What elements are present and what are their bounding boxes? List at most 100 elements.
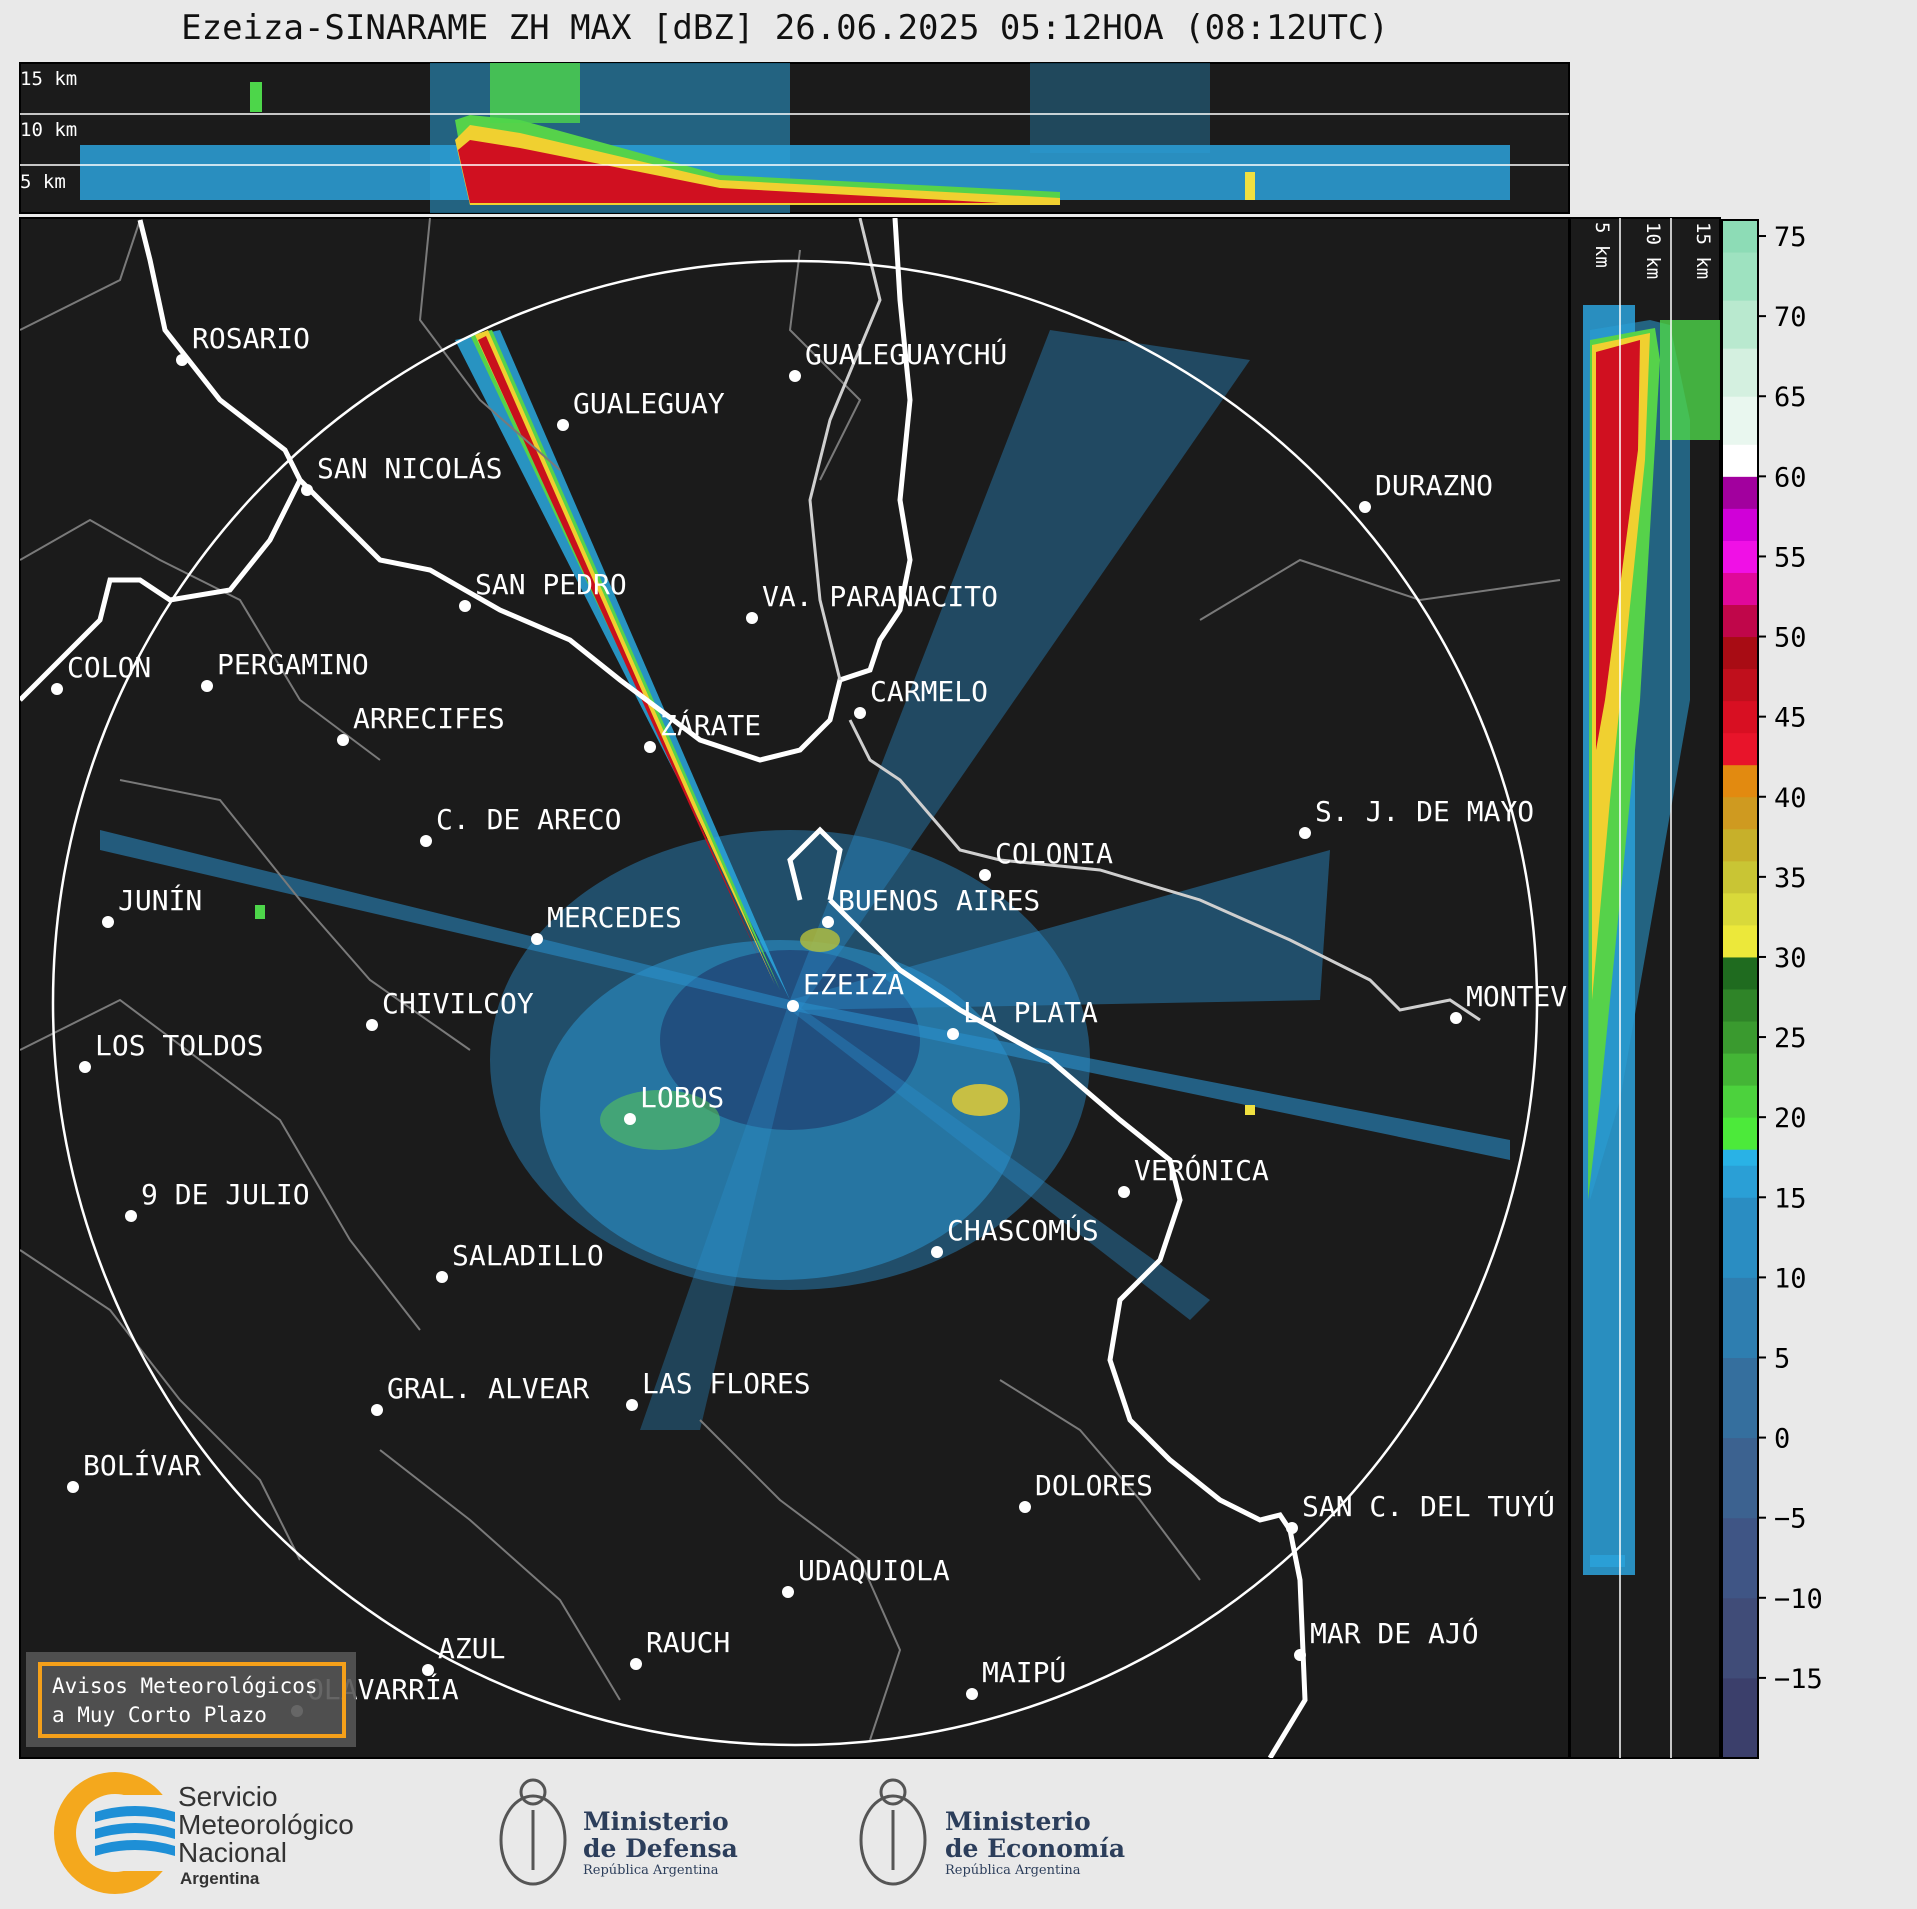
city-label: SALADILLO [452,1239,604,1272]
colorbar-segment [1722,1277,1758,1358]
city-gualeguay: GUALEGUAY [557,387,725,431]
city-los-toldos: LOS TOLDOS [79,1029,264,1073]
city-label: CHASCOMÚS [947,1213,1099,1247]
city-chascom-s: CHASCOMÚS [931,1213,1099,1258]
city-san-pedro: SAN PEDRO [459,568,627,612]
defensa-line-3: República Argentina [583,1863,719,1878]
city-marker-icon [1450,1012,1462,1024]
city-label: MAR DE AJÓ [1310,1616,1479,1650]
coat-of-arms-icon [859,1794,927,1886]
city-marker-icon [366,1019,378,1031]
city-pergamino: PERGAMINO [201,648,369,692]
colorbar-tick-label: 20 [1774,1103,1807,1134]
city-las-flores: LAS FLORES [626,1367,811,1411]
colorbar-segment [1722,1149,1758,1166]
city-label: SAN PEDRO [475,568,627,601]
city-label: MAIPÚ [982,1655,1066,1689]
economia-line-1: Ministerio [945,1807,1091,1836]
city-label: DOLORES [1035,1469,1153,1502]
city-marker-icon [1359,501,1371,513]
colorbar-tick-label: 5 [1774,1343,1790,1374]
city-label: COLON [67,651,151,684]
colorbar-segment [1722,796,1758,830]
city-marker-icon [782,1586,794,1598]
city-marker-icon [436,1271,448,1283]
city-label: ZÁRATE [660,708,761,742]
city-marker-icon [125,1210,137,1222]
warning-line-2: a Muy Corto Plazo [52,1703,267,1727]
warning-line-1: Avisos Meteorológicos [52,1674,318,1698]
colorbar-segment [1722,732,1758,766]
ministerio-economia-logo: Ministerio de Economía República Argenti… [859,1778,1125,1886]
colorbar-tick-label: −5 [1774,1504,1807,1535]
colorbar-segment [1722,1437,1758,1519]
city-ver-nica: VERÓNICA [1118,1153,1269,1198]
city-chivilcoy: CHIVILCOY [366,987,534,1031]
range-ring [51,259,1539,1747]
colorbar-segment [1722,444,1758,477]
city-marker-icon [1118,1186,1130,1198]
city-marker-icon [67,1481,79,1493]
city-rosario: ROSARIO [176,322,310,366]
city-label: COLONIA [995,837,1113,870]
colorbar-tick-label: 10 [1774,1263,1807,1294]
radar-figure: 15 km 10 km 5 km [19,62,1823,1759]
city-bol-var: BOLÍVAR [67,1448,201,1493]
city-z-rate: ZÁRATE [644,708,761,753]
colorbar-segment [1722,636,1758,670]
city-marker-icon [557,419,569,431]
city-label: GRAL. ALVEAR [387,1372,589,1405]
smn-line-2: Meteorológico [178,1809,354,1840]
city-azul: AZUL [422,1632,505,1676]
colorbar-segment [1722,1677,1758,1759]
city-marker-icon [789,370,801,382]
city-9-de-julio: 9 DE JULIO [125,1178,310,1222]
city-gualeguaych: GUALEGUAYCHÚ [789,337,1007,382]
colorbar-tick-label: 30 [1774,943,1807,974]
top-cross-section-panel: 15 km 10 km 5 km [19,62,1570,214]
city-label: 9 DE JULIO [141,1178,310,1211]
side-height-label-10: 10 km [1642,222,1664,279]
city-la-plata: LA PLATA [947,996,1098,1040]
smn-logo: Servicio Meteorológico Nacional Argentin… [54,1772,354,1894]
colorbar-segment [1722,1117,1758,1150]
warning-box[interactable]: Avisos Meteorológicos a Muy Corto Plazo [26,1652,356,1747]
colorbar-segment [1722,476,1758,509]
city-marker-icon [1294,1649,1306,1661]
defensa-line-1: Ministerio [583,1807,729,1836]
district-boundaries [20,218,1561,1741]
colorbar-segment [1722,348,1758,397]
city-marker-icon [1286,1522,1298,1534]
city-marker-icon [626,1399,638,1411]
city-marker-icon [531,933,543,945]
city-label: CHIVILCOY [382,987,534,1020]
city-label: MONTEV [1466,980,1567,1013]
colorbar-segment [1722,828,1758,862]
colorbar-segment [1722,396,1758,445]
colorbar-segment [1722,989,1758,1022]
colorbar-tick-label: 50 [1774,623,1807,654]
economia-line-3: República Argentina [945,1863,1081,1878]
city-marker-icon [301,484,313,496]
colorbar-tick-label: 25 [1774,1023,1807,1054]
colorbar-segment [1722,924,1758,958]
city-gral-alvear: GRAL. ALVEAR [371,1372,589,1416]
city-marker-icon [966,1688,978,1700]
city-jun-n: JUNÍN [102,883,202,928]
city-label: SAN C. DEL TUYÚ [1302,1489,1555,1523]
city-marker-icon [931,1246,943,1258]
colorbar-tick-label: 35 [1774,863,1807,894]
city-marker-icon [1019,1501,1031,1513]
colorbar-tick-label: 65 [1774,382,1807,413]
colorbar-segment [1722,572,1758,605]
colorbar-tick-label: 40 [1774,783,1807,814]
colorbar-tick-label: 15 [1774,1183,1807,1214]
city-mar-de-aj: MAR DE AJÓ [1294,1616,1479,1661]
city-mercedes: MERCEDES [531,901,682,945]
economia-line-2: de Economía [945,1834,1125,1863]
city-marker-icon [822,916,834,928]
city-marker-icon [854,707,866,719]
city-durazno: DURAZNO [1359,469,1493,513]
colorbar-tick-label: 75 [1774,222,1807,253]
